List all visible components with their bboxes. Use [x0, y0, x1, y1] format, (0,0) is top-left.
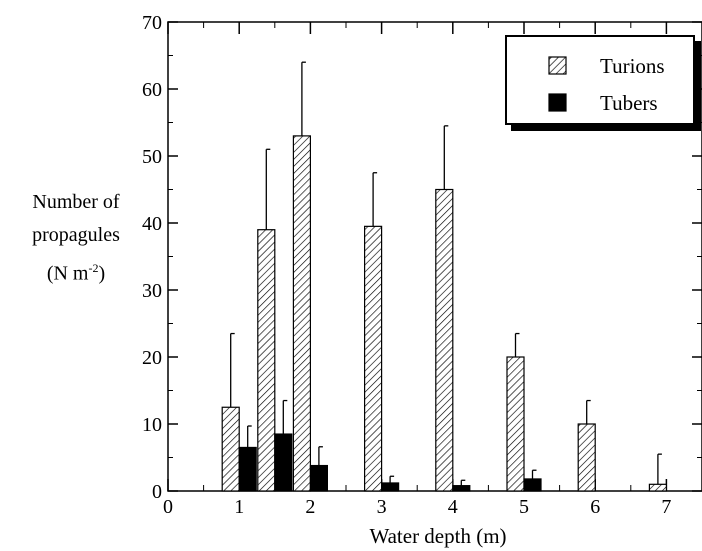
legend-swatch-tubers [548, 93, 567, 112]
legend-label-tubers: Tubers [600, 91, 658, 115]
bar-tubers [523, 478, 542, 492]
y-tick-label: 0 [152, 481, 162, 503]
legend-swatch-turions [548, 56, 567, 75]
y-tick-label: 50 [142, 146, 162, 168]
y-tick-label: 40 [142, 213, 162, 235]
y-axis-label-line-3: (N m-2) [46, 261, 106, 285]
bar-tubers [274, 433, 293, 492]
bar-tubers [309, 464, 328, 492]
y-tick-label: 60 [142, 79, 162, 101]
legend-label-turions: Turions [600, 54, 665, 78]
y-tick-label: 10 [142, 414, 162, 436]
legend: Turions Tubers [505, 35, 701, 131]
bar-tubers [238, 446, 257, 492]
bar-turions [435, 188, 454, 492]
x-axis-label: Water depth (m) [369, 524, 506, 548]
x-tick-label: 4 [448, 496, 458, 518]
bar-turions [221, 406, 240, 492]
x-tick-label: 0 [163, 496, 173, 518]
x-tick-label: 6 [590, 496, 600, 518]
y-tick-label: 30 [142, 280, 162, 302]
bar-turions [364, 225, 383, 492]
bar-turions [648, 483, 668, 492]
bar-turions [292, 135, 311, 492]
x-tick-label: 5 [519, 496, 529, 518]
legend-box [505, 35, 695, 125]
x-tick-label: 1 [234, 496, 244, 518]
y-axis-label: Number of propagules (N m-2) [6, 186, 146, 291]
y-tick-label: 70 [142, 12, 162, 34]
y-axis-label-line-1: Number of [32, 191, 120, 213]
bar-turions [506, 356, 525, 492]
x-tick-label: 2 [305, 496, 315, 518]
bar-turions [257, 229, 276, 492]
x-tick-label: 3 [377, 496, 387, 518]
y-tick-label: 20 [142, 347, 162, 369]
bar-turions [577, 423, 596, 492]
y-axis-label-line-2: propagules [32, 224, 120, 246]
bar-tubers [452, 485, 471, 492]
bar-tubers [381, 482, 400, 492]
x-tick-label: 7 [661, 496, 671, 518]
